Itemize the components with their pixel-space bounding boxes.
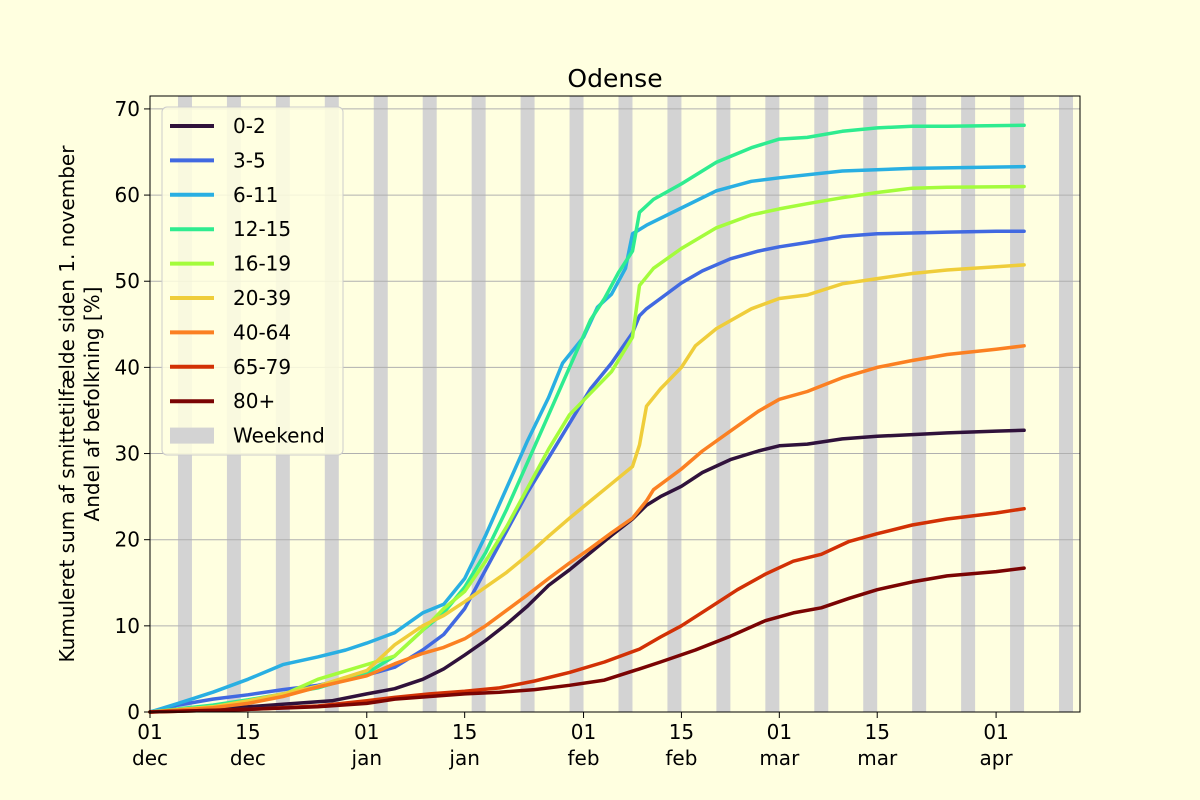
x-tick-label-month: feb bbox=[568, 746, 600, 770]
x-tick-label-month: mar bbox=[857, 746, 898, 770]
x-tick-label-day: 01 bbox=[767, 720, 792, 744]
y-tick-label: 0 bbox=[127, 700, 140, 724]
y-axis-label-line2: Andel af befolkning [%] bbox=[80, 287, 104, 522]
y-tick-label: 70 bbox=[115, 97, 140, 121]
y-tick-label: 20 bbox=[115, 528, 140, 552]
legend-label-40-64: 40-64 bbox=[233, 320, 291, 344]
x-tick-label-day: 15 bbox=[235, 720, 260, 744]
series-line-12-15 bbox=[148, 123, 1026, 714]
weekend-band bbox=[373, 96, 388, 712]
series-lines bbox=[148, 123, 1026, 714]
legend-label-20-39: 20-39 bbox=[233, 286, 291, 310]
x-axis: 01dec15dec01jan15jan01feb15feb01mar15mar… bbox=[132, 712, 1013, 770]
x-tick-label-month: feb bbox=[665, 746, 697, 770]
series-line-80+ bbox=[148, 566, 1026, 714]
legend: 0-2 3-5 6-11 12-15 16-19 20-39 40-64 65-79 80+ We… bbox=[161, 106, 344, 456]
chart-title: Odense bbox=[567, 64, 662, 93]
x-tick-label-month: jan bbox=[448, 746, 480, 770]
x-tick-label-day: 15 bbox=[864, 720, 889, 744]
x-tick-label-month: jan bbox=[351, 746, 383, 770]
x-tick-label-day: 01 bbox=[137, 720, 162, 744]
x-tick-label-day: 15 bbox=[669, 720, 694, 744]
weekend-band bbox=[961, 96, 976, 712]
weekend-band bbox=[618, 96, 633, 712]
weekend-band bbox=[1010, 96, 1025, 712]
legend-label-3-5: 3-5 bbox=[233, 148, 266, 172]
x-tick-label-day: 01 bbox=[983, 720, 1008, 744]
legend-label-0-2: 0-2 bbox=[233, 114, 266, 138]
legend-label-weekend: Weekend bbox=[233, 424, 325, 448]
weekend-band bbox=[814, 96, 829, 712]
y-tick-label: 50 bbox=[115, 269, 140, 293]
series-line-16-19 bbox=[148, 184, 1026, 714]
series-line-40-64 bbox=[148, 344, 1026, 714]
weekend-band bbox=[422, 96, 437, 712]
series-line-0-2 bbox=[148, 428, 1026, 714]
x-tick-label-month: dec bbox=[132, 746, 168, 770]
weekend-band bbox=[716, 96, 731, 712]
legend-label-16-19: 16-19 bbox=[233, 252, 291, 276]
weekend-band bbox=[520, 96, 535, 712]
y-axis-label-line1: Kumuleret sum af smittetilfælde siden 1.… bbox=[55, 145, 79, 663]
weekend-band bbox=[569, 96, 584, 712]
plot-frame bbox=[149, 95, 1081, 713]
x-tick-label-month: dec bbox=[230, 746, 266, 770]
weekend-band bbox=[863, 96, 878, 712]
legend-label-80+: 80+ bbox=[233, 389, 275, 413]
y-tick-label: 40 bbox=[115, 355, 140, 379]
x-tick-label-day: 01 bbox=[354, 720, 379, 744]
y-axis-label: Kumuleret sum af smittetilfælde siden 1.… bbox=[55, 145, 104, 663]
x-tick-label-month: mar bbox=[759, 746, 800, 770]
weekend-band bbox=[912, 96, 927, 712]
weekend-band bbox=[1059, 96, 1074, 712]
x-tick-label-day: 15 bbox=[452, 720, 477, 744]
series-line-6-11 bbox=[148, 164, 1026, 714]
x-tick-label-day: 01 bbox=[571, 720, 596, 744]
x-tick-label-month: apr bbox=[979, 746, 1013, 770]
legend-label-12-15: 12-15 bbox=[233, 217, 291, 241]
legend-label-65-79: 65-79 bbox=[233, 355, 291, 379]
y-axis: 0 10 20 30 40 50 60 70 bbox=[115, 97, 150, 724]
y-tick-label: 30 bbox=[115, 442, 140, 466]
y-tick-label: 60 bbox=[115, 183, 140, 207]
legend-swatch-weekend bbox=[170, 427, 214, 444]
series-line-20-39 bbox=[148, 263, 1026, 714]
legend-label-6-11: 6-11 bbox=[233, 183, 278, 207]
y-tick-label: 10 bbox=[115, 614, 140, 638]
weekend-band bbox=[471, 96, 486, 712]
